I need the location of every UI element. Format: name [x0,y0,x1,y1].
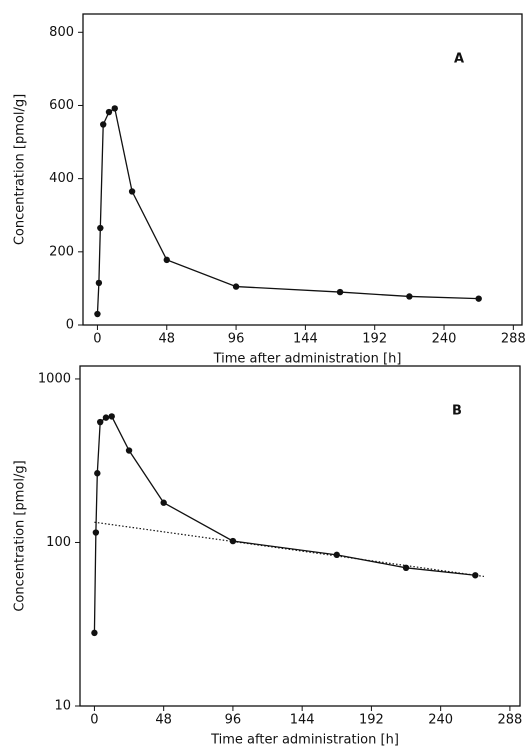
x-tick-label: 192 [362,332,387,347]
fit-line [94,521,485,578]
data-line [93,415,476,633]
x-tick-label: 0 [93,332,101,347]
y-tick-label: 100 [46,535,71,550]
data-line [96,107,479,315]
x-axis-label: Time after administration [h] [213,352,402,367]
y-tick-label: 10 [54,699,71,714]
data-point [160,499,167,506]
data-point [102,414,110,421]
plot-frame [79,365,521,707]
x-tick-label: 48 [155,713,172,728]
data-point [229,537,237,545]
data-point [472,572,479,579]
y-tick-label: 400 [49,171,74,186]
plot-frame [82,13,523,326]
y-tick-label: 1000 [38,371,71,386]
x-tick-label: 288 [497,713,522,728]
y-tick-label: 800 [49,25,74,40]
data-point [108,413,115,420]
data-point [128,188,136,195]
data-point [406,293,413,300]
y-tick-label: 0 [66,318,74,333]
data-point [125,447,133,454]
data-point [402,564,410,572]
panel-label: A [454,52,464,67]
x-axis-label: Time after administration [h] [210,733,399,748]
y-tick-label: 600 [49,98,74,113]
x-tick-label: 192 [359,713,384,728]
data-point [94,310,101,318]
data-point [91,629,98,637]
data-point [111,105,118,112]
y-tick-label: 200 [49,244,74,259]
x-tick-label: 96 [228,332,245,347]
x-tick-label: 144 [293,332,318,347]
x-tick-label: 144 [290,713,315,728]
data-point [95,279,103,287]
x-tick-label: 240 [432,332,457,347]
data-point [475,295,482,302]
data-point [97,224,104,232]
x-tick-label: 96 [225,713,242,728]
data-point [333,551,340,559]
panel-label: B [452,404,462,419]
data-point [105,108,113,116]
data-point [100,121,107,128]
data-point [92,529,100,536]
data-point [94,470,101,477]
x-tick-label: 48 [158,332,175,347]
y-axis-label: Concentration [pmol/g] [13,460,28,611]
data-point [96,418,104,426]
y-axis-label: Concentration [pmol/g] [13,94,28,245]
x-tick-label: 288 [501,332,526,347]
x-tick-label: 0 [90,713,98,728]
data-point [163,256,170,264]
x-tick-label: 240 [428,713,453,728]
data-point [336,288,344,296]
data-point [232,283,240,290]
